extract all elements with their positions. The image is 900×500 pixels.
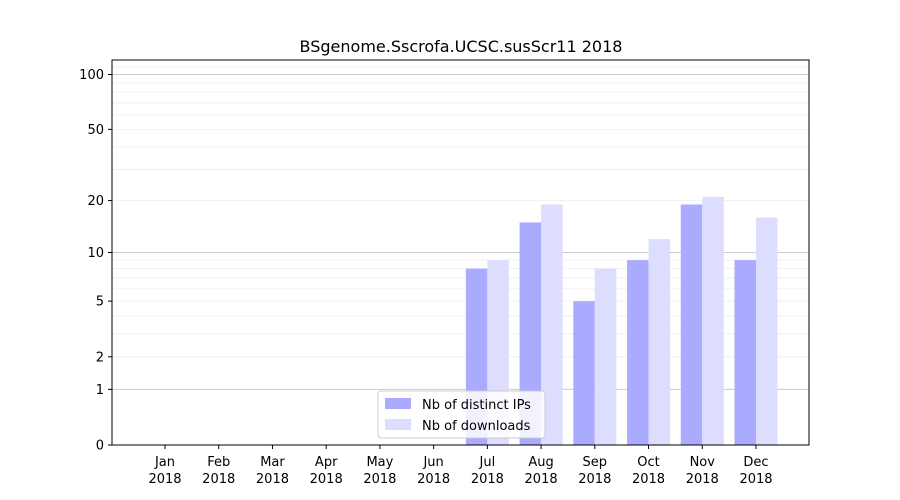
x-tick-label: Mar [260, 455, 285, 470]
x-tick-label: Apr [315, 455, 338, 470]
x-tick-year: 2018 [310, 472, 343, 487]
x-tick-label: May [366, 455, 393, 470]
bar [541, 204, 563, 445]
x-tick-year: 2018 [256, 472, 289, 487]
x-tick-label: Jun [422, 455, 443, 470]
x-tick-label: Sep [583, 455, 608, 470]
x-tick-year: 2018 [686, 472, 719, 487]
x-tick-year: 2018 [202, 472, 235, 487]
x-tick-label: Jan [154, 455, 175, 470]
x-tick-label: Feb [207, 455, 230, 470]
x-tick-label: Oct [637, 455, 659, 470]
x-tick-year: 2018 [148, 472, 181, 487]
bar [519, 222, 542, 445]
x-tick-year: 2018 [417, 472, 450, 487]
y-tick-label: 20 [87, 194, 104, 209]
y-tick-label: 0 [96, 439, 104, 454]
x-tick-label: Dec [743, 455, 768, 470]
legend-swatch-downloads [385, 419, 411, 430]
legend-label-downloads: Nb of downloads [422, 419, 531, 434]
y-tick-label: 50 [87, 123, 104, 138]
y-tick-label: 100 [79, 68, 104, 83]
bar [702, 196, 724, 445]
bar [756, 217, 778, 445]
x-tick-year: 2018 [471, 472, 504, 487]
x-tick-year: 2018 [363, 472, 396, 487]
bar [648, 239, 671, 445]
y-tick-label: 2 [96, 350, 104, 365]
x-tick-label: Aug [528, 455, 553, 470]
legend: Nb of distinct IPs Nb of downloads [377, 390, 546, 439]
bar [594, 268, 617, 445]
y-axis: 0 1 2 5 10 20 50 100 [79, 68, 112, 454]
x-tick-year: 2018 [525, 472, 558, 487]
x-tick-year: 2018 [632, 472, 665, 487]
x-axis: Jan 2018 Feb 2018 Mar 2018 Apr 2018 May 2018 Jun 20… [148, 445, 773, 487]
bar [680, 204, 703, 445]
legend-swatch-ips [385, 398, 411, 409]
y-tick-label: 5 [96, 295, 104, 310]
bar [627, 260, 649, 445]
y-tick-label: 10 [87, 246, 104, 261]
chart-title: BSgenome.Sscrofa.UCSC.susScr11 2018 [300, 37, 623, 56]
y-tick-label: 1 [96, 383, 104, 398]
legend-box [377, 390, 546, 439]
x-tick-year: 2018 [739, 472, 772, 487]
legend-label-ips: Nb of distinct IPs [422, 398, 531, 413]
bar [573, 301, 595, 445]
x-tick-year: 2018 [578, 472, 611, 487]
x-tick-label: Nov [690, 455, 716, 470]
x-tick-label: Jul [479, 455, 496, 470]
bars [465, 196, 778, 445]
bar [734, 260, 756, 445]
